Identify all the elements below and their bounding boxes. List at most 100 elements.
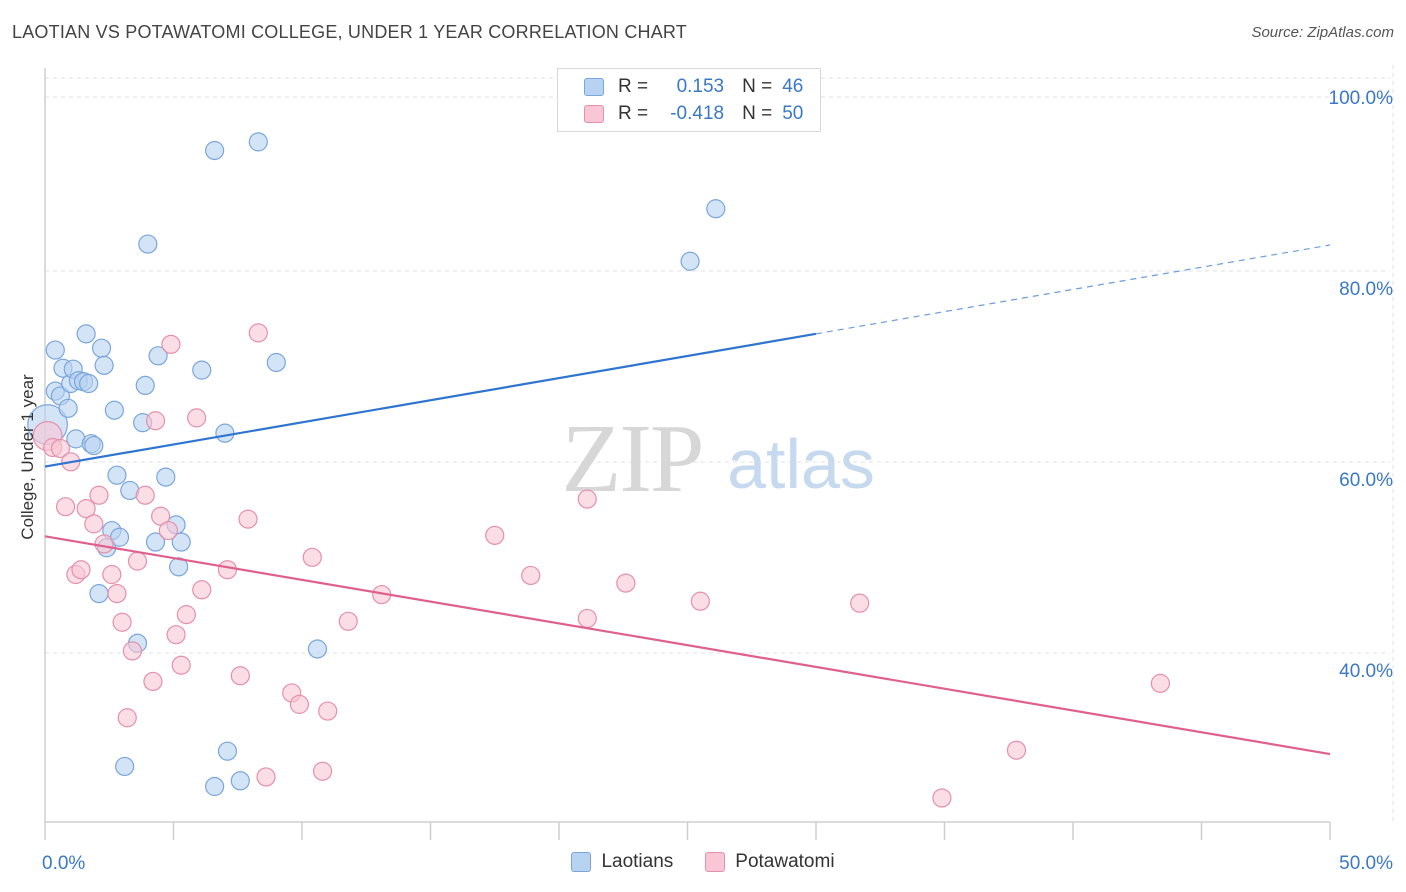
laotians-trend-extension: [815, 244, 1331, 335]
laotians-point: [138, 234, 158, 254]
n-value: 50: [782, 103, 804, 124]
n-label: N =: [742, 103, 773, 124]
potawatomi-point: [50, 438, 71, 459]
potawatomi-point: [143, 671, 163, 692]
potawatomi-trend-line: [44, 535, 1331, 756]
series-legend: Laotians Potawatomi: [0, 851, 1406, 873]
potawatomi-point: [932, 788, 952, 808]
x-tick-label: 50.0%: [1339, 853, 1393, 874]
potawatomi-point: [117, 708, 137, 728]
laotians-point: [156, 467, 176, 487]
potawatomi-point: [71, 560, 91, 580]
laotians-point: [89, 583, 109, 604]
laotians-point: [230, 771, 250, 791]
legend-item-potawatomi: Potawatomi: [705, 851, 835, 873]
potawatomi-point: [127, 551, 148, 571]
laotians-point: [107, 465, 127, 485]
laotians-point: [680, 251, 700, 271]
potawatomi-point: [256, 767, 276, 787]
laotians-point: [115, 756, 135, 777]
legend-row-laotians: R = 0.153 N = 46: [584, 74, 803, 100]
laotians-point: [94, 355, 114, 375]
potawatomi-points: [32, 323, 1170, 808]
laotians-point: [266, 352, 286, 373]
potawatomi-point: [102, 564, 122, 585]
legend-item-laotians: Laotians: [571, 851, 673, 873]
potawatomi-point: [302, 547, 322, 567]
potawatomi-point: [338, 611, 358, 631]
laotians-point: [91, 338, 112, 358]
potawatomi-point: [230, 666, 250, 686]
laotians-point: [217, 741, 238, 761]
legend-row-potawatomi: R = -0.418 N = 50: [584, 101, 803, 127]
potawatomi-point: [577, 489, 597, 509]
potawatomi-point: [1006, 740, 1027, 760]
laotians-point: [205, 776, 225, 797]
trend-lines: [44, 244, 1331, 756]
y-tick-label: 80.0%: [1339, 279, 1393, 300]
potawatomi-point: [312, 761, 333, 781]
laotians-point: [104, 400, 124, 420]
potawatomi-point: [521, 565, 541, 586]
potawatomi-point: [76, 499, 96, 519]
potawatomi-point: [577, 608, 597, 629]
tick-labels: 100.0% 80.0% 60.0% 40.0% 0.0% 50.0%: [42, 88, 1393, 874]
potawatomi-point: [84, 514, 104, 534]
r-label: R =: [618, 76, 649, 97]
potawatomi-point: [485, 525, 505, 545]
laotians-point: [248, 132, 268, 152]
gridlines: [45, 65, 1394, 822]
potawatomi-point: [55, 497, 76, 517]
potawatomi-point: [94, 534, 114, 554]
potawatomi-point: [176, 605, 196, 625]
potawatomi-point: [112, 612, 132, 632]
watermark: ZIP atlas: [562, 405, 875, 513]
laotians-trend-line: [44, 332, 817, 468]
chart-title: LAOTIAN VS POTAWATOMI COLLEGE, UNDER 1 Y…: [12, 22, 687, 42]
potawatomi-point: [690, 591, 710, 611]
watermark-atlas: atlas: [727, 425, 875, 503]
potawatomi-point: [89, 485, 109, 505]
laotians-point: [145, 532, 166, 552]
laotians-point: [192, 360, 212, 380]
x-tick-label: 0.0%: [42, 853, 85, 874]
legend-label-laotians: Laotians: [601, 851, 674, 872]
laotians-point: [135, 375, 155, 396]
laotians-point: [205, 140, 225, 161]
source-label: Source: ZipAtlas.com: [1251, 24, 1394, 41]
r-value: -0.418: [670, 103, 725, 124]
potawatomi-point: [187, 408, 207, 428]
potawatomi-point: [135, 485, 155, 505]
laotians-point: [79, 373, 99, 394]
potawatomi-point: [616, 573, 636, 593]
laotians-point: [76, 324, 96, 344]
laotians-point: [215, 423, 235, 443]
n-label: N =: [742, 76, 773, 97]
laotians-point: [58, 398, 78, 418]
potawatomi-point: [318, 701, 338, 721]
laotians-point: [171, 532, 191, 552]
laotians-swatch: [571, 852, 592, 872]
potawatomi-point: [171, 655, 191, 675]
laotians-point: [45, 340, 65, 360]
potawatomi-swatch: [584, 105, 604, 123]
potawatomi-swatch: [705, 852, 726, 872]
y-tick-label: 40.0%: [1339, 661, 1393, 682]
y-tick-label: 100.0%: [1329, 88, 1394, 109]
potawatomi-point: [166, 625, 186, 645]
potawatomi-point: [145, 411, 166, 431]
potawatomi-point: [238, 509, 258, 529]
potawatomi-point: [289, 694, 310, 714]
potawatomi-point: [107, 583, 127, 604]
laotians-point: [706, 199, 726, 219]
potawatomi-point: [217, 560, 238, 580]
potawatomi-point: [248, 323, 268, 343]
laotians-point: [84, 435, 104, 456]
r-value: 0.153: [676, 76, 725, 97]
potawatomi-point: [850, 593, 870, 613]
legend-label-potawatomi: Potawatomi: [735, 851, 835, 872]
potawatomi-point: [122, 641, 142, 661]
laotians-point: [148, 346, 168, 366]
n-value: 46: [782, 76, 804, 97]
